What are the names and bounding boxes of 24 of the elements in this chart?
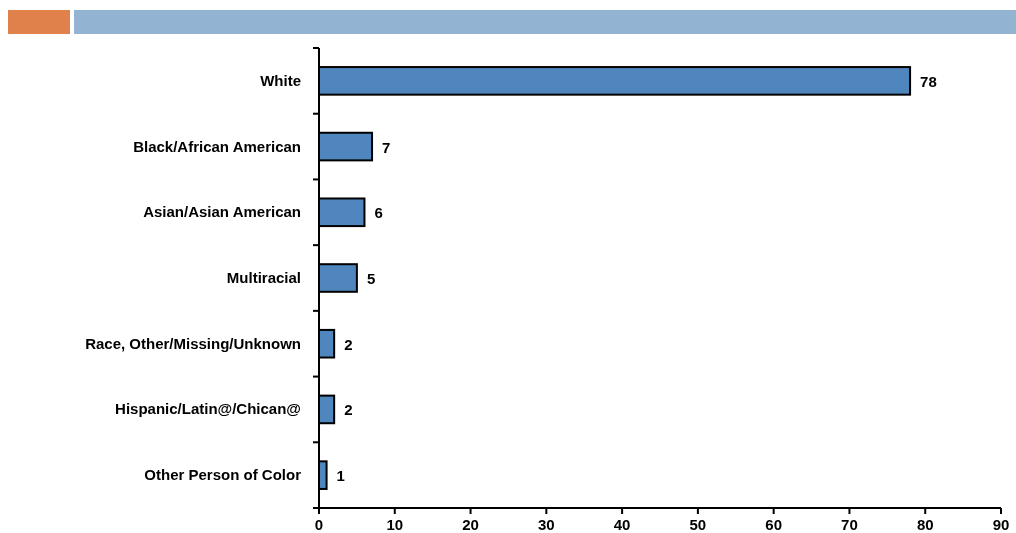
x-tick-label: 0 bbox=[314, 516, 324, 533]
x-tick-label: 80 bbox=[916, 516, 934, 533]
y-tick-label: Hispanic/Latin@/Chican@ bbox=[115, 400, 301, 418]
y-tick-label: Other Person of Color bbox=[144, 466, 302, 484]
x-tick-label: 40 bbox=[613, 516, 631, 533]
x-tick-label: 20 bbox=[462, 516, 479, 533]
data-label: 6 bbox=[374, 204, 383, 222]
data-label: 1 bbox=[336, 467, 345, 485]
data-label: 2 bbox=[344, 335, 353, 353]
data-label: 78 bbox=[920, 72, 937, 90]
y-tick-label: Asian/Asian American bbox=[143, 203, 301, 221]
x-tick-label: 90 bbox=[992, 516, 1010, 533]
x-tick-label: 10 bbox=[386, 516, 404, 533]
x-tick-label: 70 bbox=[841, 516, 858, 533]
y-tick-label: Multiracial bbox=[226, 269, 301, 286]
x-tick-label: 50 bbox=[689, 516, 707, 533]
data-label: 7 bbox=[382, 138, 391, 156]
data-label: 5 bbox=[366, 270, 376, 287]
x-tick-label: 60 bbox=[765, 516, 783, 533]
y-tick-label: Race, Other/Missing/Unknown bbox=[85, 334, 301, 352]
y-tick-label: Black/African American bbox=[133, 137, 301, 155]
data-label: 2 bbox=[344, 401, 353, 419]
y-tick-label: White bbox=[260, 71, 301, 89]
x-tick-label: 30 bbox=[537, 516, 555, 533]
